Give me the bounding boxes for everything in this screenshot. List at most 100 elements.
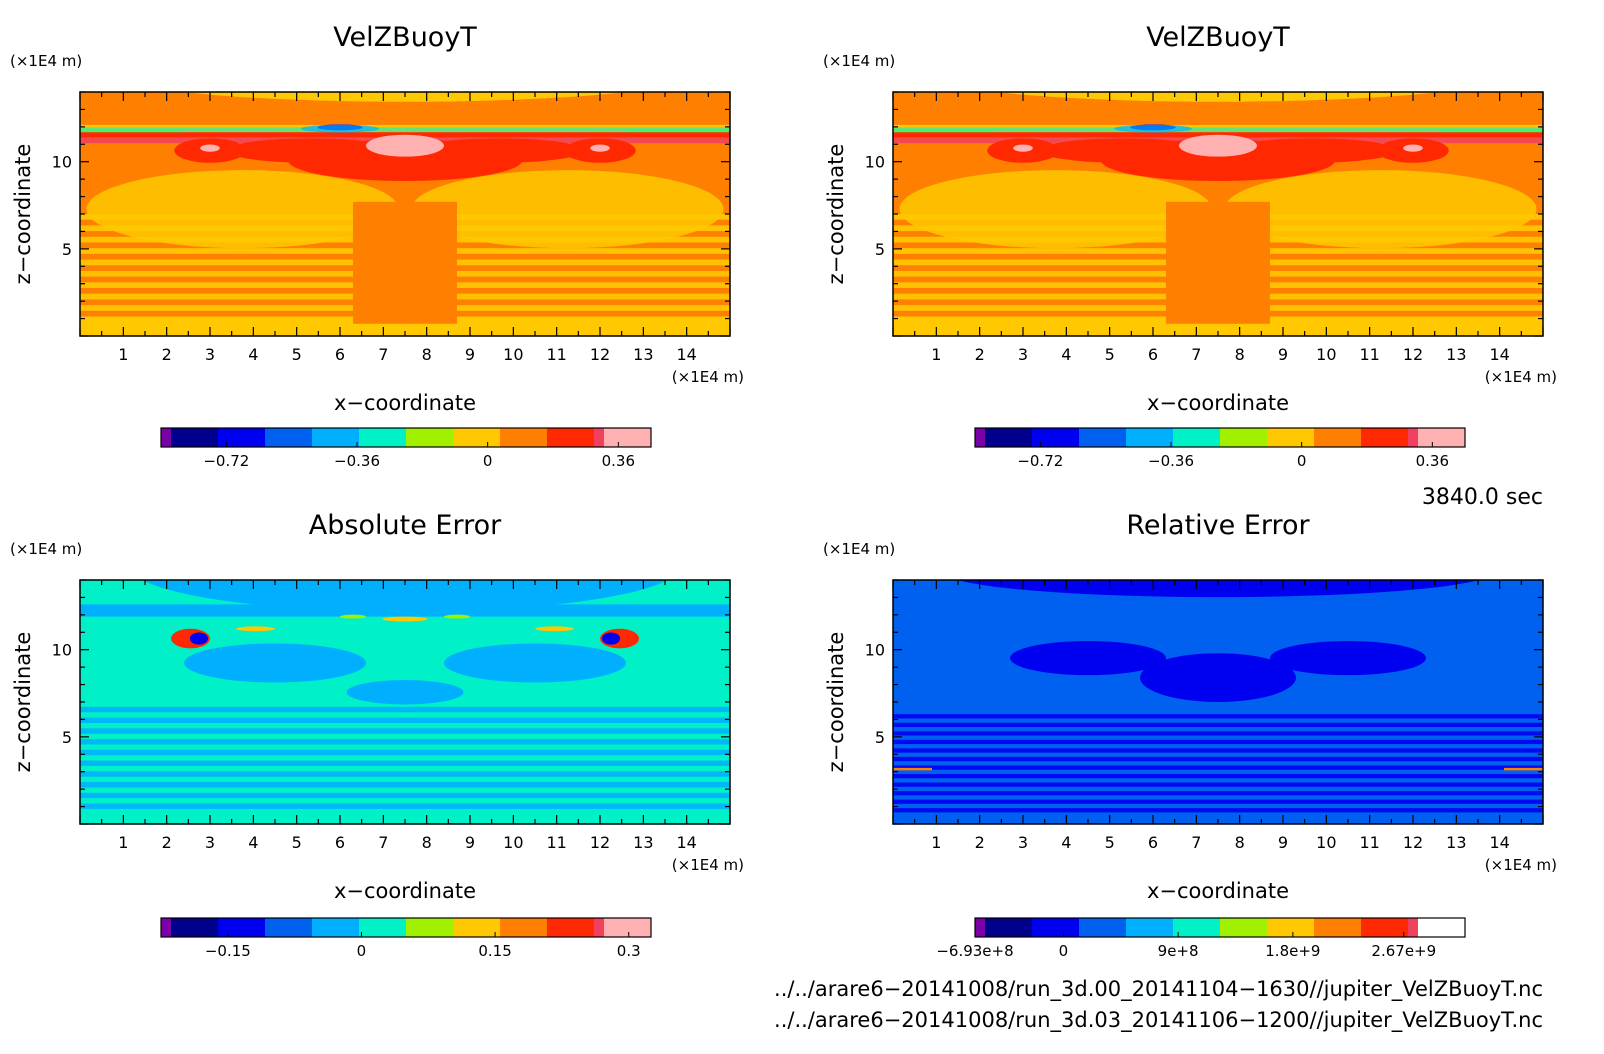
x-tick-label: 7 [1191,345,1201,364]
x-tick-label: 13 [1446,833,1466,852]
x-tick-label: 5 [1105,345,1115,364]
x-tick-label: 13 [633,345,653,364]
y-tick-label: 10 [865,153,885,172]
y-axis-label: z−coordinate [11,144,35,285]
x-tick-label: 7 [1191,833,1201,852]
x-tick-label: 9 [1278,345,1288,364]
colorbar-swatch [975,428,986,447]
colorbar-swatch [161,918,172,937]
colorbar-swatch [1267,918,1315,937]
x-tick-label: 3 [205,833,215,852]
colorbar-swatch [547,428,595,447]
x-tick-label: 14 [676,833,696,852]
contour-field [80,92,730,336]
colorbar: −0.15 0 0.15 0.3 [160,917,652,960]
x-tick-label: 8 [422,345,432,364]
colorbar-swatch [406,428,454,447]
colorbar-swatch [1173,918,1221,937]
panel-title: Relative Error [1126,510,1310,541]
colorbar-tick-label: −0.36 [334,452,380,470]
x-tick-label: 5 [292,833,302,852]
colorbar-swatch [500,428,548,447]
y-tick-label: 5 [875,728,885,747]
colorbar-swatch [218,428,266,447]
x-tick-label: 6 [335,833,345,852]
x-tick-label: 3 [1018,345,1028,364]
x-tick-label: 10 [503,833,523,852]
colorbar-tick-label: −0.72 [203,452,249,470]
colorbar-swatch [406,918,454,937]
colorbar: −0.72 −0.36 0 0.36 [160,427,652,470]
x-tick-label: 2 [975,345,985,364]
colorbar-tick-label: 9e+8 [1158,942,1199,960]
x-axis-label: x−coordinate [334,879,476,903]
x-tick-label: 9 [1278,833,1288,852]
panel-title: VelZBuoyT [333,22,477,53]
file-path-2: ../../arare6−20141008/run_3d.03_20141106… [774,1008,1543,1033]
x-tick-label: 4 [1061,345,1071,364]
contour-field [80,580,730,824]
x-tick-label: 7 [378,833,388,852]
colorbar-swatch [312,428,360,447]
x-tick-label: 11 [546,833,566,852]
x-tick-label: 14 [1489,345,1509,364]
colorbar-swatch [1220,428,1268,447]
colorbar-swatch [1314,918,1362,937]
x-tick-label: 2 [162,345,172,364]
x-tick-label: 10 [1316,833,1336,852]
colorbar-swatch [1173,428,1221,447]
x-tick-label: 8 [1235,833,1245,852]
colorbar-swatch [171,918,219,937]
x-tick-label: 4 [248,833,258,852]
x-tick-label: 8 [422,833,432,852]
colorbar-tick-label: 2.67e+9 [1371,942,1436,960]
colorbar-swatch [1418,918,1465,937]
colorbar-swatch [312,918,360,937]
y-tick-label: 10 [52,153,72,172]
x-tick-label: 4 [248,345,258,364]
y-axis-label: z−coordinate [11,632,35,773]
x-tick-label: 12 [590,833,610,852]
x-tick-label: 1 [118,345,128,364]
colorbar-swatch [1079,918,1127,937]
colorbar-tick-label: 0.15 [478,942,511,960]
x-axis-label: x−coordinate [334,391,476,415]
colorbar-swatch [985,918,1033,937]
colorbar-swatch [1032,918,1080,937]
x-tick-label: 7 [378,345,388,364]
colorbar-swatch [1126,428,1174,447]
x-tick-label: 14 [1489,833,1509,852]
colorbar: −6.93e+8 0 9e+8 1.8e+9 2.67e+9 [936,917,1466,960]
y-tick-label: 10 [865,641,885,660]
x-tick-label: 12 [1403,833,1423,852]
time-label: 3840.0 sec [1422,485,1543,510]
x-tick-label: 10 [1316,345,1336,364]
x-tick-label: 6 [1148,833,1158,852]
colorbar-swatch [604,428,651,447]
x-tick-label: 3 [205,345,215,364]
x-tick-label: 3 [1018,833,1028,852]
x-tick-label: 5 [1105,833,1115,852]
colorbar-tick-label: −0.36 [1148,452,1194,470]
colorbar-tick-label: 0 [483,452,493,470]
x-tick-label: 12 [1403,345,1423,364]
x-axis-label: x−coordinate [1147,879,1289,903]
colorbar-swatch [1126,918,1174,937]
x-tick-label: 1 [118,833,128,852]
x-unit-label: (×1E4 m) [672,368,744,386]
x-tick-label: 14 [676,345,696,364]
colorbar-tick-label: 0 [357,942,367,960]
colorbar-swatch [359,428,407,447]
y-unit-label: (×1E4 m) [823,52,895,70]
panel-title: Absolute Error [309,510,502,541]
contour-field [893,580,1543,824]
file-path-1: ../../arare6−20141008/run_3d.00_20141104… [774,977,1543,1002]
colorbar-tick-label: 0.3 [617,942,641,960]
colorbar-tick-label: 0 [1059,942,1069,960]
contour-field [893,92,1543,336]
colorbar-swatch [161,428,172,447]
x-tick-label: 2 [162,833,172,852]
